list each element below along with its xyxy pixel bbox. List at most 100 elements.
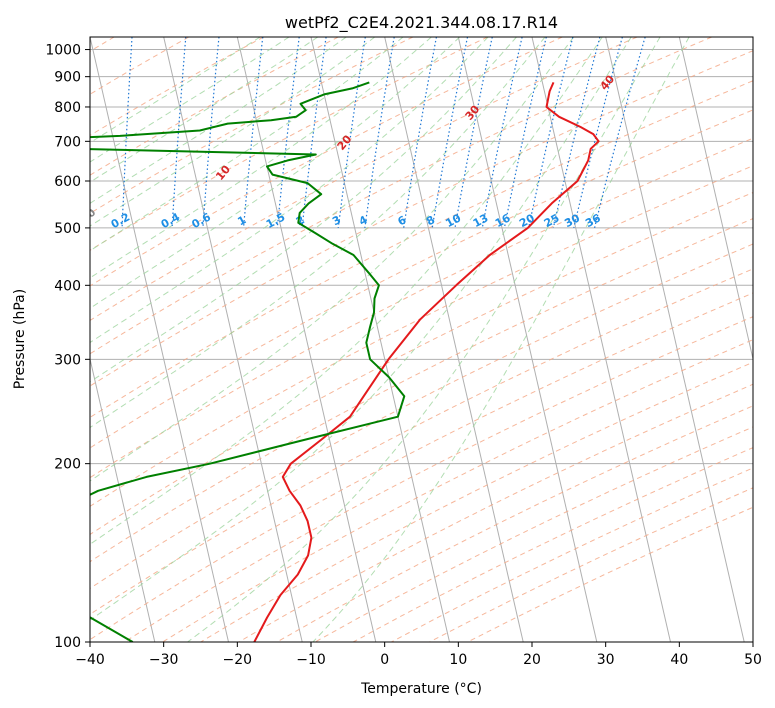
mixing-ratio-label: 20 bbox=[517, 211, 537, 230]
moist-adiabat bbox=[90, 37, 603, 545]
mixing-ratio-line bbox=[276, 37, 300, 228]
y-tick-label: 800 bbox=[54, 100, 81, 116]
isotherm bbox=[90, 37, 229, 642]
isotherm bbox=[0, 37, 8, 642]
moist-adiabat bbox=[90, 37, 517, 383]
plot-frame bbox=[89, 36, 754, 643]
mixing-ratio-label: 10 bbox=[444, 211, 464, 230]
mixing-ratio-line bbox=[202, 37, 220, 228]
mixing-ratio-line bbox=[552, 37, 601, 229]
dry-adiabat bbox=[162, 339, 753, 642]
x-tick-label: −20 bbox=[223, 652, 253, 668]
dry-adiabat bbox=[90, 243, 753, 589]
mixing-ratio-label: 25 bbox=[542, 211, 562, 230]
y-tick-label: 400 bbox=[54, 278, 81, 294]
dry-adiabat bbox=[90, 268, 753, 615]
dry-adiabat bbox=[90, 109, 753, 449]
dry-adiabat bbox=[90, 50, 753, 387]
mixing-ratio-label: 36 bbox=[583, 211, 603, 230]
mixing-ratio-line bbox=[301, 37, 327, 228]
moist-adiabat bbox=[90, 37, 347, 204]
sounding-profiles bbox=[90, 81, 600, 642]
x-tick-label: −40 bbox=[75, 652, 105, 668]
x-tick-label: 20 bbox=[523, 652, 541, 668]
mixing-ratio-label: 6 bbox=[396, 213, 409, 228]
dry-adiabat-label: 0 bbox=[84, 206, 99, 220]
x-tick-label: 40 bbox=[670, 652, 688, 668]
isotherm bbox=[605, 37, 745, 642]
dry-adiabat bbox=[124, 316, 753, 642]
moist-adiabat bbox=[90, 37, 376, 227]
dry-adiabat bbox=[352, 447, 753, 642]
moist-adiabat bbox=[90, 37, 489, 344]
x-tick-label: −30 bbox=[149, 652, 179, 668]
moist-adiabat bbox=[90, 37, 261, 144]
dry-adiabat-label: 20 bbox=[335, 132, 355, 152]
dry-adiabat bbox=[90, 37, 339, 176]
dry-adiabat-label: 10 bbox=[213, 163, 233, 183]
dry-adiabat bbox=[90, 37, 488, 251]
mixing-ratio-line bbox=[364, 37, 395, 228]
isotherm bbox=[752, 37, 753, 40]
temperature-profile bbox=[253, 82, 600, 642]
dry-adiabat bbox=[90, 165, 753, 507]
moist-adiabat bbox=[312, 37, 690, 642]
isotherm bbox=[678, 37, 753, 362]
x-tick-label: 30 bbox=[597, 652, 615, 668]
dry-adiabat bbox=[90, 37, 563, 287]
isotherm bbox=[531, 37, 671, 642]
dry-adiabat bbox=[90, 37, 264, 137]
x-tick-label: −10 bbox=[296, 652, 326, 668]
mixing-ratio-line bbox=[75, 37, 82, 228]
x-tick-label: 50 bbox=[744, 652, 762, 668]
dewpoint-profile bbox=[90, 81, 406, 642]
dry-adiabat bbox=[90, 80, 753, 418]
dry-adiabat bbox=[467, 506, 753, 642]
dry-adiabat bbox=[90, 37, 638, 322]
mixing-ratio-line bbox=[337, 37, 366, 228]
y-tick-label: 1000 bbox=[45, 43, 81, 59]
dry-adiabat bbox=[200, 361, 753, 642]
mixing-ratio-line bbox=[528, 37, 574, 229]
isotherm bbox=[163, 37, 303, 642]
dry-adiabat bbox=[90, 192, 753, 536]
y-tick-label: 500 bbox=[54, 221, 81, 237]
y-axis-label: Pressure (hPa) bbox=[12, 289, 28, 389]
background-lines bbox=[0, 37, 753, 642]
moist-adiabat bbox=[90, 37, 575, 482]
dry-adiabat bbox=[314, 426, 753, 642]
mixing-ratio-line bbox=[594, 37, 646, 229]
x-tick-label: 10 bbox=[449, 652, 467, 668]
dry-adiabat bbox=[90, 37, 414, 214]
dry-adiabat-label: 30 bbox=[463, 103, 483, 123]
moist-adiabat bbox=[187, 37, 661, 642]
moist-adiabat bbox=[90, 37, 632, 621]
dry-adiabat bbox=[90, 218, 753, 563]
isotherm bbox=[90, 356, 156, 642]
y-axis: 100 200 300 400 500 600 700 800 900 1000 bbox=[45, 43, 90, 651]
y-tick-label: 600 bbox=[54, 174, 81, 190]
dry-adiabat bbox=[238, 383, 753, 642]
mixing-ratio-line bbox=[454, 37, 493, 229]
y-tick-label: 700 bbox=[54, 134, 81, 150]
y-tick-label: 100 bbox=[54, 635, 81, 651]
moist-adiabat bbox=[90, 37, 461, 309]
mixing-ratio-line bbox=[171, 37, 187, 228]
isotherm bbox=[457, 37, 598, 642]
mixing-ratio-label: 30 bbox=[562, 211, 582, 230]
mixing-ratio-label: 3 bbox=[330, 213, 343, 228]
x-tick-label: 0 bbox=[380, 652, 389, 668]
y-tick-label: 200 bbox=[54, 457, 81, 473]
mixing-ratio-label: 13 bbox=[471, 211, 491, 230]
mixing-ratio-line bbox=[242, 37, 264, 228]
mixing-ratio-label: 1 bbox=[235, 213, 248, 228]
dry-adiabat bbox=[90, 37, 190, 95]
mixing-ratio-line bbox=[431, 37, 469, 229]
dry-adiabat bbox=[90, 292, 753, 641]
isopleth-labels: 0.10.20.40.611.52346810131620253036-100-… bbox=[84, 72, 617, 231]
mixing-ratio-label: 4 bbox=[357, 213, 370, 228]
mixing-ratio-line bbox=[503, 37, 547, 229]
moist-adiabat bbox=[90, 37, 432, 279]
moist-adiabat bbox=[90, 37, 546, 429]
